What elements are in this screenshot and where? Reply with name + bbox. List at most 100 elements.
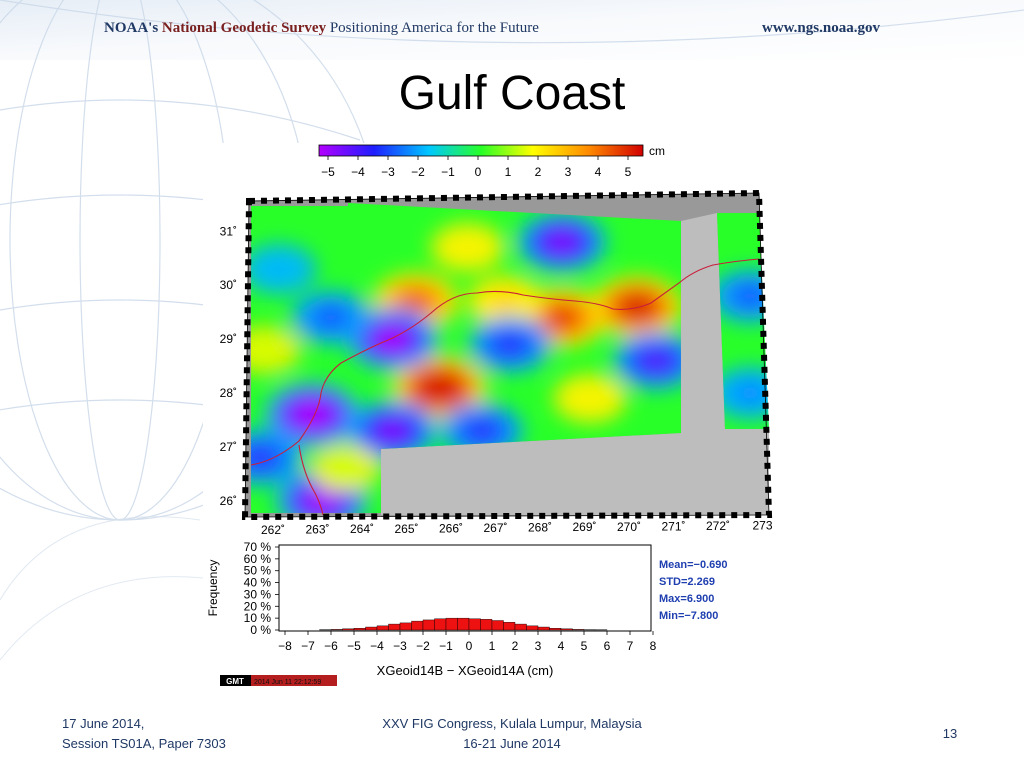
agency-name: National Geodetic Survey (161, 20, 327, 36)
histogram-x-tick-label: −5 (347, 639, 361, 653)
colorbar-tick-label: 0 (475, 165, 482, 179)
histogram-x-tick-label: 5 (581, 639, 588, 653)
colorbar-tick-label: −1 (441, 165, 455, 179)
histogram: −8 −7 −6 −5 −4 −3 −2 −1 0 1 2 3 4 5 6 7 8 0 %10 %20 %30 … (206, 540, 728, 678)
footer-conference: XXV FIG Congress, Kulala Lumpur, Malaysi… (352, 714, 672, 754)
footer-date: 17 June 2014, (62, 716, 145, 731)
histogram-bar (365, 626, 378, 631)
statistics: Mean=−0.690 STD=2.269 Max=6.900 Min=−7.8… (659, 559, 728, 622)
colorbar: −5 −4 −3 −2 −1 0 1 2 3 4 5 cm (318, 144, 665, 179)
map: 31˚30˚29˚28˚27˚26˚ 262˚ 263˚ 264˚ 265˚ 266˚ 2… (220, 189, 773, 537)
longitude-label: 273 (752, 519, 772, 533)
histogram-x-tick-label: −4 (370, 639, 384, 653)
heatmap-core (253, 342, 277, 358)
heatmap-core (620, 295, 655, 319)
heatmap-core (400, 291, 432, 312)
latitude-label: 31˚ (220, 224, 237, 238)
histogram-bar (560, 628, 573, 631)
heatmap-core (737, 384, 764, 402)
histogram-y-label: Frequency (206, 560, 220, 617)
histogram-y-tick-label: 20 % (244, 599, 272, 613)
histogram-bar (537, 626, 550, 631)
stat-std: STD=2.269 (659, 576, 715, 588)
histogram-bar (480, 619, 493, 631)
latitude-labels: 31˚ 30˚ 29˚ 28˚ 27˚ 26˚ (220, 224, 237, 507)
histogram-bar (468, 618, 481, 631)
longitude-label: 269˚ (572, 520, 596, 534)
histogram-bar (445, 617, 458, 631)
latitude-label: 26˚ (220, 494, 237, 508)
heatmap-core (467, 420, 497, 441)
colorbar-ticks: −5 −4 −3 −2 −1 0 1 2 3 4 5 (321, 156, 632, 179)
histogram-x-tick-label: 8 (650, 639, 657, 653)
histogram-bar (503, 622, 516, 631)
histogram-bars (319, 617, 608, 631)
histogram-bar (342, 628, 355, 631)
histogram-x-tick-label: 0 (466, 639, 473, 653)
histogram-y-tick-label: 0 % (250, 623, 271, 637)
longitude-label: 266˚ (439, 521, 463, 535)
histogram-x-tick-label: 2 (512, 639, 519, 653)
histogram-x-tick-label: −1 (439, 639, 453, 653)
histogram-x-tick-label: 6 (604, 639, 611, 653)
latitude-label: 28˚ (220, 386, 237, 400)
colorbar-tick-label: −3 (381, 165, 395, 179)
histogram-x-tick-label: −6 (324, 639, 338, 653)
figure: −5 −4 −3 −2 −1 0 1 2 3 4 5 cm 31˚ 30˚ 29˚ 28˚ 27˚ 26˚ 2… (203, 143, 783, 688)
colorbar-tick-label: 1 (505, 165, 512, 179)
histogram-bar (422, 619, 435, 631)
colorbar-tick-label: 3 (565, 165, 572, 179)
colorbar-unit: cm (649, 144, 665, 158)
histogram-bar (411, 620, 424, 631)
gmt-logo-box (220, 675, 251, 686)
slide-title: Gulf Coast (398, 67, 626, 120)
tagline: Positioning America for the Future (329, 20, 539, 36)
colorbar-tick-label: −5 (321, 165, 335, 179)
histogram-bar (526, 625, 539, 631)
histogram-bar (549, 628, 562, 631)
histogram-bar (353, 628, 366, 631)
slide-number: 13 (942, 726, 958, 741)
histogram-y-tick-label: 30 % (244, 587, 272, 601)
footer-date-session: 17 June 2014, Session TS01A, Paper 7303 (62, 714, 226, 754)
website-url: www.ngs.noaa.gov (762, 20, 880, 36)
map-frame-outline (244, 192, 770, 518)
org-name: NOAA's (104, 20, 159, 36)
histogram-bar (399, 622, 412, 631)
histogram-bar (514, 623, 527, 631)
longitude-label: 264˚ (350, 522, 374, 536)
longitude-label: 267˚ (483, 521, 507, 535)
heatmap-core (375, 327, 410, 351)
histogram-bar (388, 623, 401, 631)
histogram-x-label: XGeoid14B − XGeoid14A (cm) (377, 663, 554, 678)
heatmap-core (736, 286, 764, 306)
heatmap-core (376, 419, 409, 442)
histogram-bar (572, 629, 585, 631)
histogram-bar (491, 620, 504, 631)
histogram-y-tick-label: 40 % (244, 576, 272, 590)
gmt-stamp: 2014 Jun 11 22:12:59 (254, 679, 321, 686)
histogram-x-tick-label: −8 (278, 639, 292, 653)
histogram-frame (278, 544, 652, 632)
colorbar-tick-label: −2 (411, 165, 425, 179)
coastline (250, 258, 760, 466)
heatmap-field (251, 212, 769, 513)
heatmap-core (577, 390, 603, 407)
latitude-label: 27˚ (220, 440, 237, 454)
gmt-timestamp: GMT 2014 Jun 11 22:12:59 (220, 675, 337, 686)
histogram-x-tick-label: −7 (301, 639, 315, 653)
gmt-logo: GMT (226, 677, 244, 686)
heatmap-core (545, 231, 578, 254)
histogram-y-tick-label: 10 % (244, 611, 272, 625)
stat-min: Min=−7.800 (659, 610, 718, 622)
longitude-label: 268˚ (528, 521, 552, 535)
histogram-x-tick-label: 1 (489, 639, 496, 653)
latitude-label: 29˚ (220, 332, 237, 346)
heatmap-core (495, 334, 525, 355)
colorbar-tick-label: 4 (595, 165, 602, 179)
heatmap-core (294, 402, 331, 427)
heatmap-core (304, 489, 339, 513)
histogram-x-tick-label: 7 (627, 639, 634, 653)
heatmap-core (640, 350, 672, 372)
histogram-x-tick-label: −2 (416, 639, 430, 653)
